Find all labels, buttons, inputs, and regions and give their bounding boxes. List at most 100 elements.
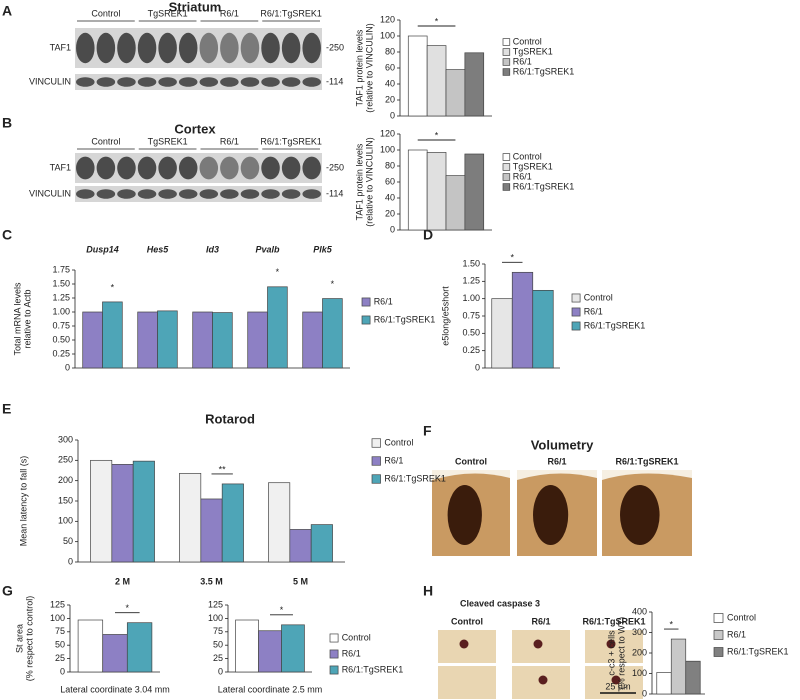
- volumetry-label: Control: [455, 456, 487, 466]
- y-tick-label: 20: [385, 94, 395, 104]
- legend-label: R6/1: [342, 648, 361, 658]
- blot-band: [137, 156, 157, 180]
- y-tick-label: 1.50: [462, 258, 480, 268]
- blot-band: [76, 32, 95, 64]
- blot-band: [220, 189, 239, 199]
- significance: *: [435, 16, 439, 26]
- category-label: Dusp14: [86, 244, 119, 254]
- legend-label: R6/1:TgSREK1: [513, 181, 575, 191]
- panel-letter: A: [2, 3, 12, 19]
- y-tick-label: 60: [385, 176, 395, 186]
- y-tick-label: 0.50: [52, 334, 70, 344]
- y-axis-label: (% respect to control): [24, 596, 34, 682]
- blot-band: [137, 32, 157, 64]
- blot-band: [158, 156, 177, 180]
- y-tick-label: 0: [68, 556, 73, 566]
- legend-label: R6/1: [513, 56, 532, 66]
- y-tick-label: 1.50: [52, 278, 70, 288]
- blot-group: R6/1:TgSREK1: [260, 8, 322, 18]
- panel-letter: E: [2, 401, 11, 417]
- significance: *: [435, 130, 439, 140]
- blot-group: Control: [91, 8, 120, 18]
- legend-swatch: [502, 38, 511, 46]
- legend-swatch: [502, 163, 511, 171]
- bar: [102, 634, 128, 673]
- y-tick-label: 0: [475, 362, 480, 372]
- blot-group: R6/1: [220, 136, 239, 146]
- significance: *: [331, 279, 335, 289]
- legend-label: R6/1: [384, 455, 403, 465]
- blot-group: R6/1:TgSREK1: [260, 136, 322, 146]
- striatum: [533, 485, 569, 545]
- x-tick-label: 5 M: [293, 576, 308, 586]
- volumetry-label: R6/1:TgSREK1: [615, 456, 678, 466]
- legend-label: Control: [513, 151, 542, 161]
- y-tick-label: 50: [55, 640, 65, 650]
- y-tick-label: 100: [58, 516, 73, 526]
- y-tick-label: 1.75: [52, 264, 70, 274]
- legend-label: Control: [384, 437, 413, 447]
- blot-band: [158, 77, 177, 87]
- bar: [407, 35, 428, 117]
- blot-group: Control: [91, 136, 120, 146]
- blot-band: [199, 156, 219, 180]
- blot-band: [281, 77, 301, 87]
- blot-region: Striatum: [169, 0, 222, 14]
- significance: *: [280, 605, 284, 615]
- caspase-label: Control: [451, 616, 483, 626]
- blot-band: [240, 77, 260, 87]
- y-axis-label: St area: [14, 624, 24, 653]
- legend-swatch: [502, 183, 511, 191]
- bar: [77, 619, 104, 673]
- blot-row-label: TAF1: [50, 42, 71, 52]
- bar: [82, 311, 103, 369]
- legend-label: R6/1: [374, 296, 393, 306]
- panel-letter: C: [2, 227, 12, 243]
- category-label: Id3: [206, 244, 219, 254]
- y-tick-label: 100: [208, 613, 223, 623]
- bar: [322, 298, 343, 369]
- blot-band: [178, 77, 198, 87]
- bar: [426, 152, 447, 231]
- bar: [267, 286, 288, 369]
- y-tick-label: 0: [65, 362, 70, 372]
- blot-band: [220, 156, 239, 180]
- significance: *: [510, 253, 514, 263]
- legend-label: Control: [513, 36, 542, 46]
- stained-cell: [538, 675, 548, 685]
- y-tick-label: 0.75: [52, 320, 70, 330]
- bar: [491, 298, 513, 369]
- blot-row-label: VINCULIN: [29, 76, 71, 86]
- legend-label: R6/1:TgSREK1: [727, 646, 789, 656]
- y-axis-label: TAF1 protein levels: [354, 143, 364, 220]
- blot-band: [199, 77, 219, 87]
- volumetry-label: R6/1: [547, 456, 566, 466]
- bar: [90, 459, 113, 563]
- bar: [258, 630, 282, 673]
- y-axis-label: Mean latency to fall (s): [18, 456, 28, 547]
- y-axis-label: e5long/e5short: [440, 286, 450, 346]
- x-tick-label: 3.5 M: [200, 576, 223, 586]
- y-tick-label: 100: [632, 668, 647, 678]
- blot-band: [240, 189, 260, 199]
- bar: [157, 310, 178, 369]
- category-label: Pvalb: [255, 244, 280, 254]
- blot-marker: -250: [326, 42, 344, 52]
- legend-swatch: [361, 315, 371, 325]
- bar: [407, 149, 428, 231]
- y-axis-label: c-c3 + cells: [606, 630, 616, 676]
- blot-band: [261, 189, 280, 199]
- caspase-label: R6/1:TgSREK1: [582, 616, 645, 626]
- blot-band: [302, 156, 321, 180]
- legend-swatch: [361, 297, 371, 307]
- y-axis-label: (% respect to WT): [616, 617, 626, 690]
- legend-label: R6/1:TgSREK1: [384, 473, 446, 483]
- legend-label: Control: [342, 632, 371, 642]
- y-tick-label: 0.25: [52, 348, 70, 358]
- legend-label: R6/1:TgSREK1: [374, 314, 436, 324]
- x-tick-label: 2 M: [115, 576, 130, 586]
- legend-swatch: [571, 321, 581, 331]
- y-tick-label: 50: [63, 536, 73, 546]
- legend-swatch: [571, 307, 581, 317]
